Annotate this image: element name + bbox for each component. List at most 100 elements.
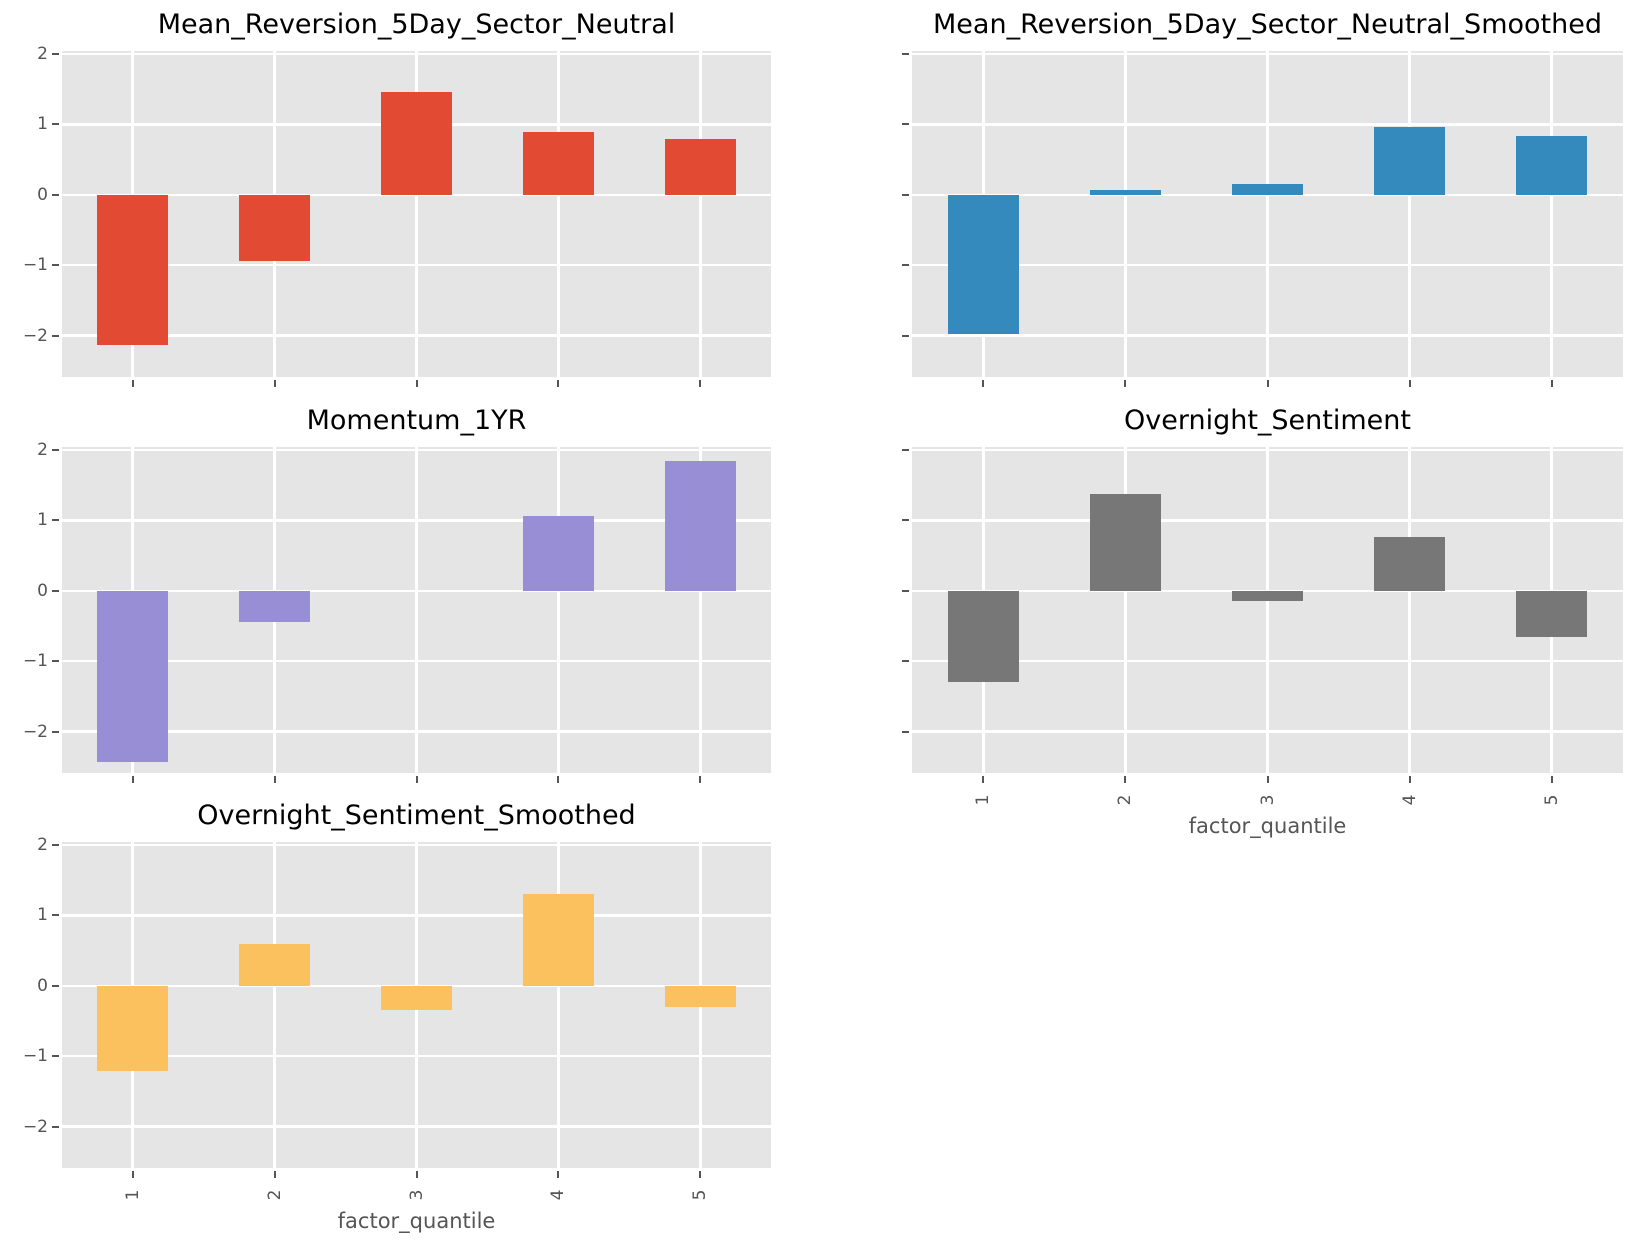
- x-tick-mark: [1266, 776, 1269, 783]
- bar: [239, 590, 311, 623]
- y-tick-label: −1: [22, 1046, 48, 1067]
- bar: [947, 590, 1019, 682]
- y-tick-label: −2: [22, 721, 48, 742]
- chart-title: Mean_Reversion_5Day_Sector_Neutral: [157, 9, 676, 40]
- plot-area: [912, 51, 1623, 377]
- bar: [1374, 536, 1446, 591]
- y-tick-mark: [902, 519, 909, 522]
- bar: [522, 516, 594, 591]
- x-axis-label: factor_quantile: [1188, 814, 1347, 838]
- x-tick-label: 3: [1257, 794, 1278, 806]
- y-tick-mark: [52, 53, 59, 56]
- y-tick-mark: [902, 589, 909, 592]
- x-axis-label: factor_quantile: [337, 1209, 496, 1233]
- v-gridline: [1123, 447, 1127, 773]
- bar: [1516, 590, 1588, 638]
- bar: [522, 894, 594, 986]
- x-tick-mark: [273, 1171, 276, 1178]
- y-tick-mark: [52, 730, 59, 733]
- plot-area: [62, 447, 771, 773]
- x-tick-label: 3: [406, 1189, 427, 1201]
- y-tick-mark: [902, 730, 909, 733]
- x-tick-mark: [1550, 380, 1553, 387]
- x-tick-mark: [1408, 380, 1411, 387]
- y-tick-label: 2: [37, 835, 48, 856]
- x-tick-label: 1: [973, 794, 994, 806]
- chart-title: Overnight_Sentiment: [1124, 405, 1411, 436]
- x-tick-mark: [273, 380, 276, 387]
- v-gridline: [698, 51, 702, 377]
- v-gridline: [1408, 447, 1412, 773]
- y-tick-mark: [902, 264, 909, 267]
- v-gridline: [698, 447, 702, 773]
- y-tick-mark: [52, 193, 59, 196]
- y-tick-mark: [902, 123, 909, 126]
- v-gridline: [273, 842, 277, 1168]
- y-tick-mark: [52, 589, 59, 592]
- x-tick-mark: [415, 1171, 418, 1178]
- x-tick-mark: [1124, 776, 1127, 783]
- bar: [1089, 494, 1161, 591]
- x-tick-mark: [982, 776, 985, 783]
- x-tick-mark: [131, 380, 134, 387]
- bar: [664, 460, 736, 591]
- bar: [239, 194, 311, 261]
- bar: [239, 944, 311, 986]
- v-gridline: [556, 842, 560, 1168]
- x-tick-mark: [273, 776, 276, 783]
- y-tick-label: 1: [37, 905, 48, 926]
- x-tick-mark: [699, 1171, 702, 1178]
- y-tick-mark: [52, 519, 59, 522]
- y-tick-label: 0: [37, 580, 48, 601]
- y-tick-mark: [52, 334, 59, 337]
- x-tick-mark: [699, 380, 702, 387]
- v-gridline: [415, 51, 418, 377]
- bar: [1089, 189, 1161, 195]
- y-tick-label: 2: [37, 44, 48, 65]
- bar: [1374, 127, 1446, 195]
- y-tick-label: 0: [37, 975, 48, 996]
- bar: [664, 139, 736, 195]
- y-tick-mark: [52, 660, 59, 663]
- bar: [947, 194, 1019, 335]
- y-tick-label: −2: [22, 325, 48, 346]
- bar: [97, 985, 169, 1071]
- v-gridline: [556, 447, 560, 773]
- v-gridline: [1266, 447, 1269, 773]
- y-tick-mark: [52, 1125, 59, 1128]
- y-tick-label: 1: [37, 114, 48, 135]
- x-tick-label: 1: [122, 1189, 143, 1201]
- y-tick-mark: [52, 984, 59, 987]
- v-gridline: [1266, 51, 1269, 377]
- plot-area: [62, 51, 771, 377]
- x-tick-mark: [557, 1171, 560, 1178]
- x-tick-mark: [699, 776, 702, 783]
- x-tick-mark: [557, 380, 560, 387]
- bar: [1232, 590, 1303, 602]
- bar: [664, 985, 736, 1007]
- x-tick-label: 5: [690, 1189, 711, 1201]
- chart-title: Overnight_Sentiment_Smoothed: [197, 800, 636, 831]
- x-tick-label: 5: [1541, 794, 1562, 806]
- y-tick-mark: [52, 1055, 59, 1058]
- y-tick-label: 0: [37, 184, 48, 205]
- y-tick-mark: [902, 193, 909, 196]
- y-tick-mark: [902, 449, 909, 452]
- v-gridline: [556, 51, 560, 377]
- chart-title: Mean_Reversion_5Day_Sector_Neutral_Smoot…: [933, 9, 1602, 40]
- x-tick-mark: [131, 776, 134, 783]
- y-tick-label: −1: [22, 255, 48, 276]
- x-tick-mark: [415, 380, 418, 387]
- v-gridline: [1550, 51, 1554, 377]
- x-tick-mark: [557, 776, 560, 783]
- bar: [97, 590, 169, 762]
- y-tick-mark: [52, 449, 59, 452]
- y-tick-mark: [52, 914, 59, 917]
- y-tick-label: 2: [37, 440, 48, 461]
- bar: [381, 92, 452, 195]
- x-tick-label: 4: [548, 1189, 569, 1201]
- y-tick-mark: [52, 264, 59, 267]
- y-tick-label: −2: [22, 1116, 48, 1137]
- x-tick-mark: [1408, 776, 1411, 783]
